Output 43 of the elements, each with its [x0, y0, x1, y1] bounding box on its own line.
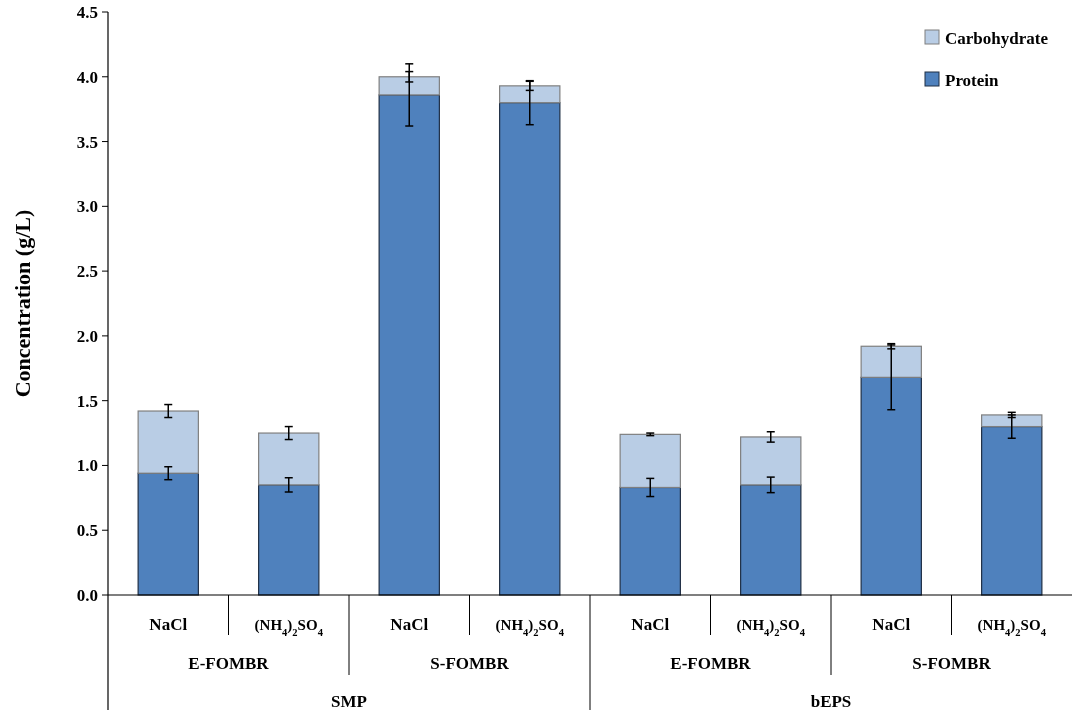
bar	[499, 85, 561, 104]
y-tick-label: 4.5	[76, 2, 98, 22]
x-tick-label: (NH$_{4}$)$_{2}$SO$_{4}$	[736, 617, 806, 638]
bar	[860, 345, 922, 378]
text: SMP	[331, 692, 367, 711]
y-tick-label: 3.5	[76, 132, 98, 152]
bar	[499, 102, 561, 596]
legend-label: Protein	[945, 70, 1000, 90]
bar	[981, 414, 1043, 428]
x-tick-label: NaCl	[872, 615, 911, 634]
text: E-FOMBR	[670, 654, 752, 673]
x-tick-label: NaCl	[390, 615, 429, 634]
bar	[619, 486, 681, 596]
y-tick-label: 4.0	[76, 67, 98, 87]
bar	[258, 484, 320, 596]
y-tick-label: 2.0	[76, 326, 98, 346]
bar	[740, 484, 802, 596]
y-tick-label: 1.5	[76, 391, 98, 411]
bar	[378, 94, 440, 596]
y-tick-label: 0.5	[76, 521, 98, 541]
text: E-FOMBR	[188, 654, 270, 673]
y-tick-label: 0.0	[76, 585, 98, 605]
text: bEPS	[810, 692, 852, 711]
bar	[137, 472, 199, 596]
y-tick-label: 3.0	[76, 197, 98, 217]
bar	[860, 376, 922, 596]
y-tick-label: 2.5	[76, 262, 98, 282]
bar	[137, 410, 199, 474]
x-tick-label: (NH$_{4}$)$_{2}$SO$_{4}$	[254, 617, 324, 638]
y-axis-title: Concentration (g/L)	[10, 209, 35, 398]
bar	[740, 436, 802, 486]
bar	[378, 76, 440, 96]
x-tick-label: (NH$_{4}$)$_{2}$SO$_{4}$	[977, 617, 1047, 638]
legend-label: Carbohydrate	[945, 28, 1049, 48]
text: S-FOMBR	[912, 654, 992, 673]
text: S-FOMBR	[430, 654, 510, 673]
bar	[619, 433, 681, 489]
x-tick-label: (NH$_{4}$)$_{2}$SO$_{4}$	[495, 617, 565, 638]
bar	[258, 432, 320, 486]
bar	[981, 425, 1043, 596]
x-tick-label: NaCl	[631, 615, 670, 634]
y-tick-label: 1.0	[76, 456, 98, 476]
x-tick-label: NaCl	[149, 615, 188, 634]
